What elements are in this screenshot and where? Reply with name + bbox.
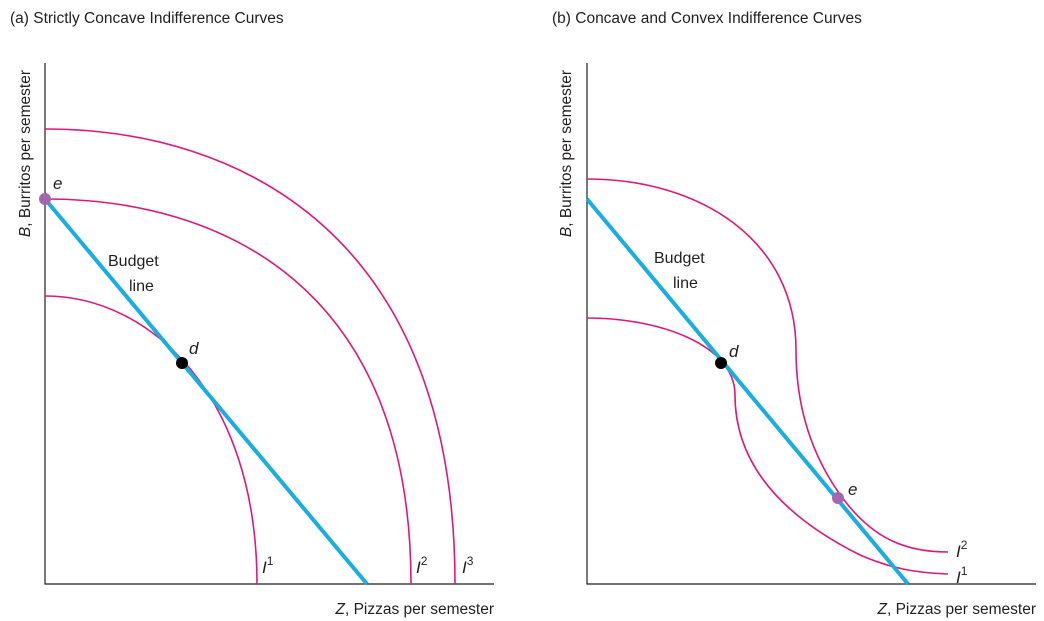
panel-a-budget-label-line1: Budget bbox=[108, 253, 159, 270]
panel-a-curve-i2 bbox=[44, 198, 412, 585]
panel-a-curve-i3 bbox=[44, 128, 456, 585]
panel-b-point-e-label: e bbox=[848, 480, 857, 499]
panel-a-y-axis-label: B, Burritos per semester bbox=[17, 70, 34, 237]
panel-a-point-d bbox=[176, 357, 188, 369]
panel-a-point-e bbox=[39, 193, 51, 205]
panel-a-budget-line bbox=[43, 197, 369, 586]
panel-b-point-d bbox=[715, 357, 727, 369]
panel-a-chart: e d Budget line I1 I2 I3 Z, Pizzas per s… bbox=[17, 63, 494, 618]
panel-b-budget-label-line1: Budget bbox=[654, 250, 705, 267]
panel-b-y-axis-label: B, Burritos per semester bbox=[558, 70, 575, 237]
panel-b-curve-i2 bbox=[586, 178, 949, 553]
panel-b-title: (b) Concave and Convex Indifference Curv… bbox=[552, 10, 862, 27]
panel-a-axes bbox=[44, 63, 494, 585]
panel-b-curve-i1 bbox=[586, 317, 949, 575]
panel-b-point-e bbox=[832, 492, 844, 504]
panel-a-x-axis-label: Z, Pizzas per semester bbox=[335, 601, 495, 618]
panel-a-curve-i2-label: I2 bbox=[416, 554, 428, 577]
panel-b-budget-line bbox=[585, 197, 910, 586]
panel-a-curve-i3-label: I3 bbox=[462, 554, 474, 577]
panel-b-axes bbox=[586, 63, 1036, 585]
panel-b-curve-i2-label: I2 bbox=[956, 538, 968, 561]
panel-a-title: (a) Strictly Concave Indifference Curves bbox=[10, 10, 284, 27]
panel-a-curve-i1 bbox=[44, 295, 258, 585]
panel-a-budget-label-line2: line bbox=[129, 278, 154, 295]
panel-a-curve-i1-label: I1 bbox=[262, 554, 274, 577]
panel-b-point-d-label: d bbox=[729, 342, 739, 361]
panel-b-curve-i1-label: I1 bbox=[956, 564, 968, 587]
panel-b-x-axis-label: Z, Pizzas per semester bbox=[877, 601, 1037, 618]
panel-b-chart: d e Budget line I2 I1 Z, Pizzas per seme… bbox=[558, 63, 1036, 618]
panel-a-point-d-label: d bbox=[189, 339, 199, 358]
panel-a-point-e-label: e bbox=[53, 174, 62, 193]
panel-b-budget-label-line2: line bbox=[673, 275, 698, 292]
